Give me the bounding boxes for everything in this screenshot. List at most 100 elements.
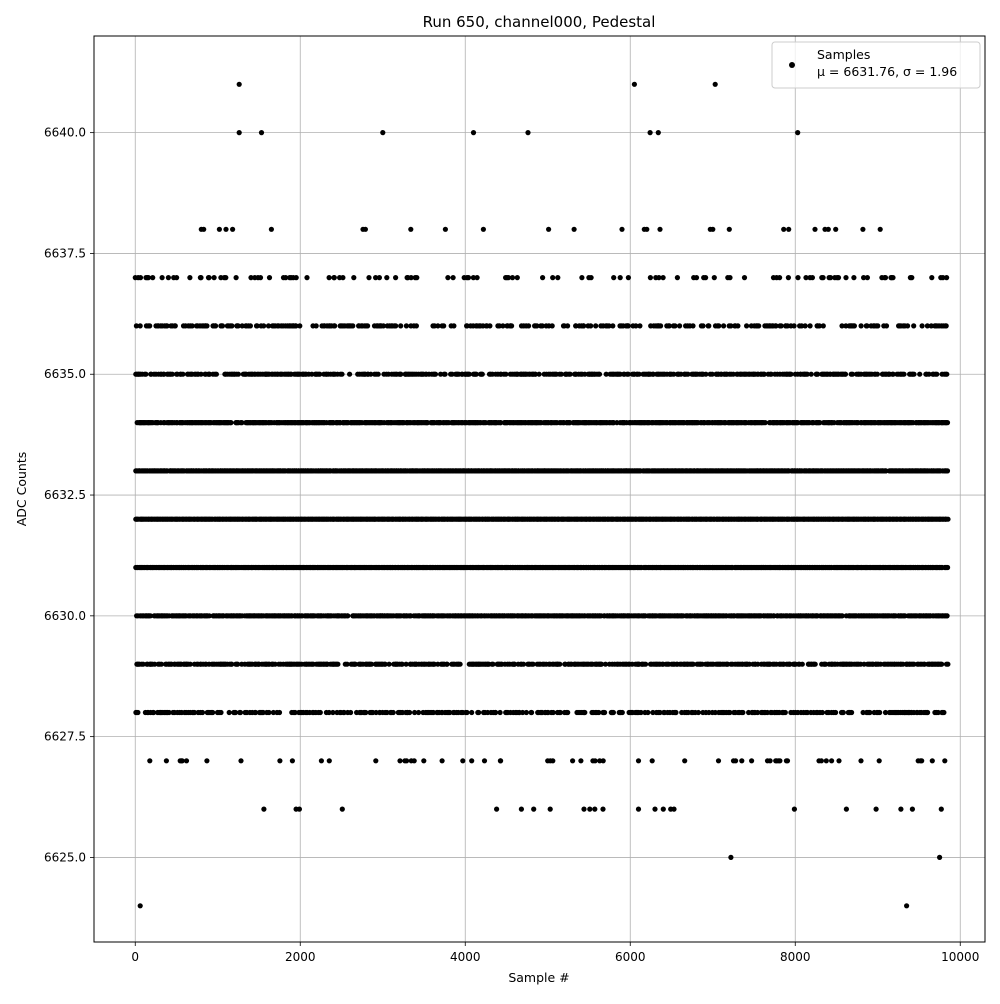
data-point	[909, 275, 914, 280]
data-point	[398, 323, 403, 328]
data-point	[537, 372, 542, 377]
data-point	[387, 662, 392, 667]
data-point	[340, 275, 345, 280]
data-point	[865, 275, 870, 280]
data-point	[905, 323, 910, 328]
data-point	[332, 275, 337, 280]
data-point	[626, 275, 631, 280]
data-point	[451, 323, 456, 328]
data-point	[917, 372, 922, 377]
data-point	[875, 372, 880, 377]
data-point	[304, 275, 309, 280]
data-point	[314, 323, 319, 328]
data-point	[365, 323, 370, 328]
data-point	[643, 662, 648, 667]
data-point	[376, 372, 381, 377]
data-point	[327, 275, 332, 280]
data-point	[675, 275, 680, 280]
data-point	[579, 275, 584, 280]
data-point	[510, 275, 515, 280]
data-point	[294, 275, 299, 280]
data-point	[166, 275, 171, 280]
data-point	[228, 420, 233, 425]
data-point	[672, 323, 677, 328]
data-point	[742, 275, 747, 280]
data-point	[690, 323, 695, 328]
data-point	[384, 275, 389, 280]
data-point	[588, 323, 593, 328]
data-point	[526, 323, 531, 328]
data-point	[920, 323, 925, 328]
data-point	[351, 275, 356, 280]
data-point	[786, 275, 791, 280]
data-point	[945, 468, 950, 473]
data-point	[198, 275, 203, 280]
data-point	[480, 372, 485, 377]
data-point	[808, 323, 813, 328]
data-point	[795, 275, 800, 280]
data-point	[945, 420, 950, 425]
data-point	[851, 275, 856, 280]
data-point	[712, 275, 717, 280]
data-point	[404, 323, 409, 328]
data-point	[345, 613, 350, 618]
data-point	[248, 323, 253, 328]
data-point	[557, 662, 562, 667]
data-point	[744, 323, 749, 328]
data-point	[347, 372, 352, 377]
data-point	[944, 372, 949, 377]
data-point	[944, 323, 949, 328]
data-point	[377, 275, 382, 280]
data-point	[911, 323, 916, 328]
data-point	[187, 275, 192, 280]
data-point	[929, 275, 934, 280]
data-point	[160, 275, 165, 280]
data-point	[267, 275, 272, 280]
data-point	[335, 662, 340, 667]
data-point	[509, 323, 514, 328]
data-point	[487, 323, 492, 328]
data-point	[716, 323, 721, 328]
grid	[94, 36, 985, 942]
data-point	[206, 275, 211, 280]
data-point	[150, 275, 155, 280]
data-point	[366, 275, 371, 280]
data-point	[944, 275, 949, 280]
data-point	[515, 275, 520, 280]
data-point	[884, 323, 889, 328]
data-point	[810, 275, 815, 280]
data-point	[180, 372, 185, 377]
data-point	[945, 517, 950, 522]
data-point	[550, 275, 555, 280]
data-point	[821, 275, 826, 280]
data-point	[173, 323, 178, 328]
data-point	[451, 275, 456, 280]
data-point	[147, 323, 152, 328]
data-point	[721, 323, 726, 328]
data-point	[703, 275, 708, 280]
data-point	[779, 323, 784, 328]
data-point	[618, 275, 623, 280]
data-point	[445, 662, 450, 667]
data-point	[393, 323, 398, 328]
data-point	[756, 323, 761, 328]
data-point	[350, 323, 355, 328]
data-point	[658, 323, 663, 328]
data-point	[706, 323, 711, 328]
data-point	[174, 275, 179, 280]
data-point	[339, 372, 344, 377]
data-point	[445, 275, 450, 280]
data-point	[809, 372, 814, 377]
data-point	[589, 275, 594, 280]
data-point	[540, 275, 545, 280]
data-point	[138, 275, 143, 280]
data-point	[297, 323, 302, 328]
data-point	[611, 275, 616, 280]
data-point	[414, 323, 419, 328]
data-point	[890, 275, 895, 280]
data-point	[414, 275, 419, 280]
data-point	[565, 323, 570, 328]
data-point	[875, 323, 880, 328]
